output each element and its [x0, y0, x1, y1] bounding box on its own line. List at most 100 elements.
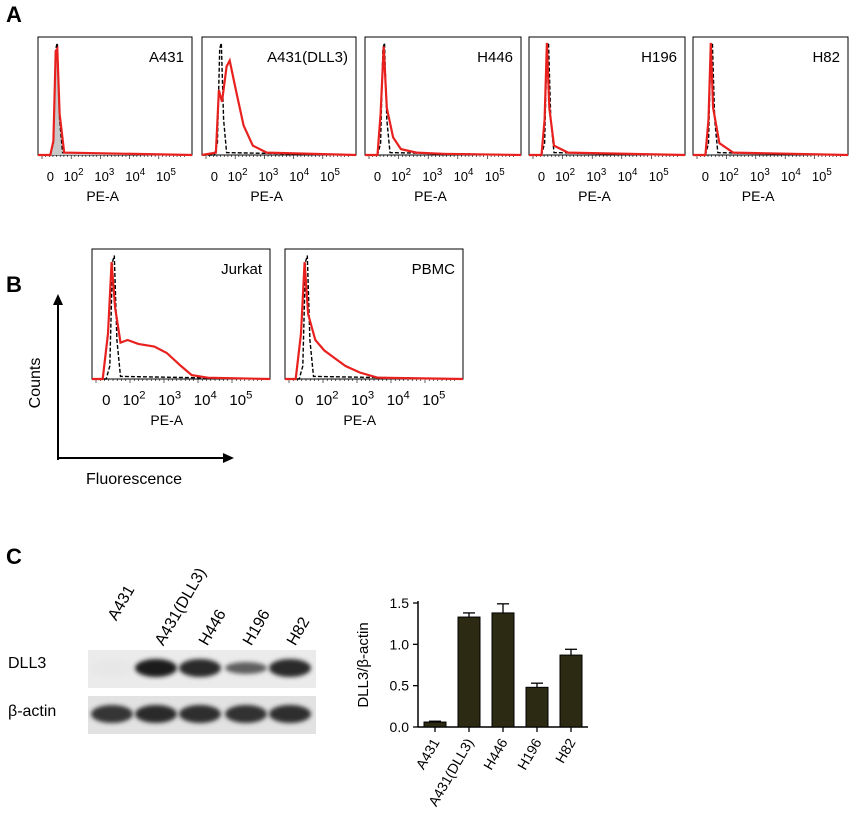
- tick-exponent: 5: [499, 167, 505, 178]
- histogram-panel: H82 0 102 103 104 105 PE-A: [692, 36, 849, 204]
- tick-label: 102: [316, 389, 339, 409]
- tick-label: 0: [211, 169, 218, 184]
- tick-label: 103: [94, 167, 114, 184]
- dll3-band: [269, 659, 311, 677]
- tick-label: 0: [47, 169, 54, 184]
- x-axis-label: PE-A: [578, 188, 611, 204]
- y-axis-title: DLL3/β-actin: [355, 622, 372, 707]
- tick-label: 102: [719, 167, 739, 184]
- tick-label: 104: [387, 389, 410, 409]
- sample-curve: [92, 261, 271, 381]
- tick-label: 104: [289, 167, 309, 184]
- histogram-panel: H196 0 102 103 104 105 PE-A: [528, 36, 686, 204]
- sample-curve: [365, 46, 522, 157]
- dll3-band: [135, 659, 177, 677]
- tick-label: 103: [258, 167, 278, 184]
- tick-exponent: 3: [764, 167, 769, 178]
- x-axis-label: PE-A: [742, 188, 775, 204]
- tick-exponent: 2: [570, 167, 575, 178]
- panel-label-a: A: [6, 2, 22, 27]
- tick-exponent: 5: [439, 389, 445, 401]
- histogram-label: H82: [812, 49, 840, 66]
- tick-label: 0: [374, 169, 381, 184]
- y-tick-label: 1.5: [390, 595, 410, 611]
- tick-exponent: 4: [795, 167, 801, 178]
- dll3-band: [225, 662, 267, 674]
- sample-curve: [285, 261, 464, 381]
- sample-curve: [201, 57, 357, 157]
- histogram-panel: A431 0 102 103 104 105 PE-A: [37, 36, 193, 204]
- y-tick-label: 0.5: [390, 678, 410, 694]
- y-tick-label: 1.0: [390, 636, 410, 652]
- tick-label: 0: [702, 169, 709, 184]
- x-axis-label: PE-A: [250, 188, 283, 204]
- tick-label: 105: [485, 167, 505, 184]
- tick-label: 105: [649, 167, 669, 184]
- counts-axis-label: Counts: [27, 357, 44, 409]
- tick-exponent: 2: [78, 167, 83, 178]
- tick-exponent: 5: [826, 167, 832, 178]
- histogram-label: H196: [641, 49, 677, 66]
- panel-label-b: B: [6, 272, 22, 297]
- tick-exponent: 4: [140, 167, 146, 178]
- tick-exponent: 5: [246, 389, 252, 401]
- tick-exponent: 3: [109, 167, 114, 178]
- histogram-frame: [284, 248, 464, 380]
- sample-curve: [529, 42, 686, 157]
- tick-exponent: 4: [403, 389, 409, 401]
- dll3-band: [91, 659, 133, 677]
- tick-exponent: 4: [210, 389, 216, 401]
- tick-label: 0: [295, 392, 303, 409]
- tick-label: 103: [422, 167, 442, 184]
- tick-exponent: 3: [601, 167, 606, 178]
- tick-label: 104: [454, 167, 474, 184]
- tick-label: 103: [586, 167, 606, 184]
- tick-exponent: 2: [406, 167, 411, 178]
- tick-label: 0: [538, 169, 545, 184]
- tick-exponent: 3: [368, 389, 374, 401]
- tick-label: 102: [228, 167, 248, 184]
- tick-label: 105: [422, 389, 445, 409]
- histogram-label: PBMC: [412, 261, 456, 278]
- tick-exponent: 2: [332, 389, 338, 401]
- tick-exponent: 2: [139, 389, 145, 401]
- histogram-frame: [364, 36, 522, 156]
- histogram-frame: [37, 36, 193, 156]
- histogram-label: H446: [477, 49, 513, 66]
- tick-label: 102: [391, 167, 411, 184]
- tick-exponent: 3: [437, 167, 442, 178]
- fluorescence-axis-label: Fluorescence: [86, 471, 183, 488]
- tick-label: 104: [781, 167, 801, 184]
- actin-band: [225, 705, 267, 723]
- sample-curve: [693, 42, 849, 157]
- schematic-axes: [53, 294, 234, 463]
- histogram-frame: [528, 36, 686, 156]
- bar: [525, 686, 549, 728]
- histogram-panel: PBMC 0 102 103 104 105 PE-A: [284, 248, 464, 428]
- x-axis-label: PE-A: [86, 188, 119, 204]
- histogram-frame: [201, 36, 357, 156]
- tick-label: 102: [64, 167, 84, 184]
- bar: [559, 654, 583, 728]
- actin-band: [179, 705, 221, 723]
- bar: [457, 616, 481, 728]
- tick-label: 104: [618, 167, 638, 184]
- bar: [423, 721, 447, 728]
- x-tick-label: H82: [552, 735, 579, 765]
- tick-exponent: 2: [733, 167, 738, 178]
- tick-exponent: 5: [170, 167, 176, 178]
- sample-curve: [38, 45, 193, 157]
- tick-label: 103: [351, 389, 374, 409]
- histogram-label: A431(DLL3): [267, 49, 348, 66]
- x-tick-label: H446: [480, 735, 511, 772]
- histogram-panel: A431(DLL3) 0 102 103 104 105 PE-A: [201, 36, 357, 204]
- x-tick-label: A431: [412, 735, 442, 772]
- blot-row-label-actin: β-actin: [8, 703, 57, 720]
- actin-band: [91, 705, 133, 723]
- tick-exponent: 2: [242, 167, 247, 178]
- tick-label: 104: [125, 167, 145, 184]
- tick-label: 105: [156, 167, 176, 184]
- tick-label: 105: [320, 167, 340, 184]
